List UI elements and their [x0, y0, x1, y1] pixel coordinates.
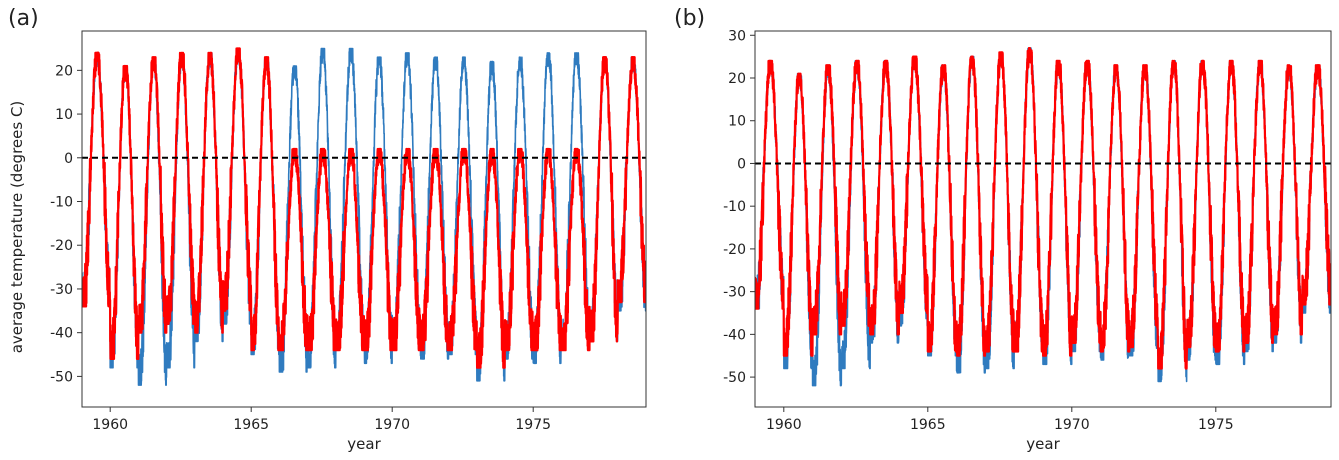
series-line-red	[82, 47, 646, 369]
plot-area	[82, 47, 646, 386]
plot-frame	[81, 30, 647, 408]
panel-b-label: (b)	[674, 6, 706, 31]
y-tick-label: 30	[728, 28, 746, 44]
y-tick-label: -10	[723, 199, 746, 215]
y-tick-label: -40	[50, 326, 73, 342]
x-tick-label: 1965	[233, 417, 269, 433]
plot-area	[755, 46, 1331, 387]
y-tick-label: -20	[50, 238, 73, 254]
x-tick-label: 1965	[910, 417, 946, 433]
y-tick-label: -40	[723, 327, 746, 343]
y-tick-label: -30	[723, 285, 746, 301]
y-axis-title: average temperature (degrees C)	[8, 101, 26, 354]
y-tick-label: 0	[64, 151, 73, 167]
x-axis-title: year	[347, 435, 381, 453]
x-tick-label: 1975	[515, 417, 551, 433]
x-tick-label: 1970	[374, 417, 410, 433]
y-tick-label: 10	[728, 114, 746, 130]
y-tick-label: -10	[50, 195, 73, 211]
x-tick-label: 1960	[766, 417, 802, 433]
y-tick-label: 0	[737, 156, 746, 172]
y-tick-label: 20	[55, 63, 73, 79]
panel-a-label: (a)	[8, 6, 39, 31]
y-tick-label: -50	[723, 370, 746, 386]
x-tick-label: 1970	[1054, 417, 1090, 433]
x-tick-label: 1960	[92, 417, 128, 433]
chart-panel-b: -50 -40 -30 -20 -10 0 10 20 30 1960 1965 1970 1975 ye…	[723, 28, 1332, 453]
series-line-red	[755, 46, 1331, 370]
x-axis-title: year	[1026, 435, 1060, 453]
x-tick-label: 1975	[1198, 417, 1234, 433]
y-tick-label: -30	[50, 282, 73, 298]
plot-frame	[754, 30, 1332, 408]
y-tick-label: 20	[728, 71, 746, 87]
y-tick-label: 10	[55, 107, 73, 123]
y-tick-label: -20	[723, 242, 746, 258]
chart-panel-a: -50 -40 -30 -20 -10 0 10 20 1960 1965 1970 1975 year…	[8, 30, 647, 453]
y-tick-label: -50	[50, 369, 73, 385]
